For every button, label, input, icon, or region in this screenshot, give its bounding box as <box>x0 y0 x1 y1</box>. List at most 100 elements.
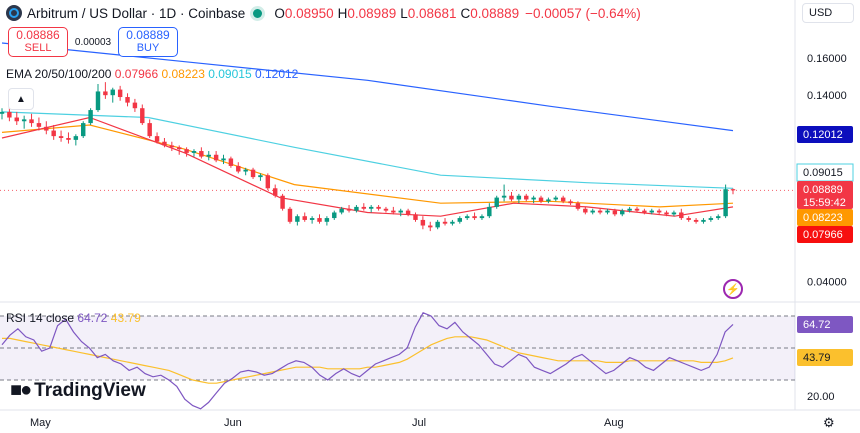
candle-body <box>472 216 477 219</box>
candle <box>140 104 145 125</box>
candle-body <box>184 149 189 153</box>
ema50-line <box>1 124 734 208</box>
gear-icon[interactable]: ⚙ <box>823 415 835 430</box>
rsi-ma-value-tag: 43.79 <box>797 349 853 366</box>
ema100-value: 0.09015 <box>208 67 252 81</box>
candle <box>213 151 219 163</box>
candle-body <box>147 123 152 137</box>
candle-body <box>701 219 706 222</box>
candle <box>295 214 300 226</box>
candle <box>199 147 204 159</box>
candle <box>642 208 647 215</box>
candle <box>664 210 669 217</box>
candle-body <box>479 216 485 219</box>
ema-layer <box>1 42 734 217</box>
candle <box>176 145 182 155</box>
ema20-line <box>1 116 734 217</box>
ema100-price-tag: 0.09015 <box>797 164 853 181</box>
price-tick-label: 0.16000 <box>807 53 847 65</box>
candle-body <box>265 175 271 189</box>
candle-body <box>723 189 728 217</box>
ema50-price-tag-text: 0.08223 <box>803 212 843 224</box>
rsi-ma-line <box>2 336 734 384</box>
candle-body <box>213 154 219 161</box>
candle-body <box>538 197 544 202</box>
ema200-value: 0.12012 <box>254 67 299 81</box>
candle-body <box>324 218 330 222</box>
candle-body <box>642 210 647 213</box>
buy-button[interactable]: 0.08889 BUY <box>118 27 178 57</box>
candle <box>0 108 5 120</box>
candle <box>44 121 49 135</box>
market-status-icon <box>253 8 263 18</box>
candle <box>258 173 263 181</box>
candle-body <box>716 216 721 219</box>
candle-body <box>568 201 573 204</box>
last-price-tag-bg <box>797 181 853 209</box>
tradingview-logo: ■● TradingView <box>10 379 146 402</box>
candle <box>730 188 736 195</box>
sell-button[interactable]: 0.08886 SELL <box>8 27 68 57</box>
candle-body <box>464 216 470 219</box>
ema50-price-tag: 0.08223 <box>797 209 853 226</box>
price-tick-label: 0.04000 <box>807 276 847 288</box>
rsi-layer: 20.00 <box>0 312 835 410</box>
candle-body <box>509 195 514 200</box>
candle <box>368 205 374 213</box>
candle <box>546 197 551 204</box>
ema200-price-tag: 0.12012 <box>797 126 853 143</box>
candle-body <box>494 197 499 207</box>
ema-legend[interactable]: EMA 20/50/100/200 0.07966 0.08223 0.0901… <box>6 67 298 81</box>
sell-price: 0.08886 <box>16 28 60 42</box>
candle <box>716 214 721 220</box>
candle-body <box>420 219 426 226</box>
candle-body <box>612 210 618 215</box>
candle-body <box>413 214 418 220</box>
close-label: C <box>460 5 471 21</box>
candle <box>95 84 101 112</box>
candle-body <box>95 91 101 111</box>
candle <box>620 208 625 217</box>
candle-body <box>125 97 130 103</box>
candle-body <box>169 145 175 148</box>
candle <box>14 111 19 125</box>
candle <box>708 216 714 222</box>
rsi-legend-label: RSI 14 close <box>6 311 75 325</box>
candle-body <box>191 151 197 153</box>
candle-body <box>346 208 352 211</box>
candle <box>405 208 411 217</box>
trade-panel: 0.08886 SELL 0.00003 0.08889 BUY <box>8 27 178 57</box>
low-value: 0.08681 <box>407 5 457 21</box>
candle <box>110 87 115 103</box>
candle-body <box>649 210 654 213</box>
candle-body <box>531 197 536 200</box>
candle <box>457 216 463 224</box>
candle-body <box>553 197 559 200</box>
collapse-legend-button[interactable]: ▲ <box>8 88 34 110</box>
candle <box>487 203 492 219</box>
candle <box>723 184 728 219</box>
candle <box>383 206 389 213</box>
lightning-icon[interactable]: ⚡ <box>723 279 743 299</box>
symbol-title[interactable]: Arbitrum / US Dollar · 1D · Coinbase <box>27 5 246 21</box>
candle <box>66 132 71 144</box>
ema200-price-tag-bg <box>797 126 853 143</box>
candle-body <box>686 218 691 220</box>
candle <box>656 208 662 215</box>
candle <box>354 205 359 213</box>
candle <box>531 195 536 204</box>
candle-body <box>0 111 5 114</box>
candle-body <box>110 89 115 96</box>
symbol-header: Arbitrum / US Dollar · 1D · Coinbase O 0.… <box>6 4 641 22</box>
ema200-price-tag-text: 0.12012 <box>803 129 843 141</box>
candle-body <box>243 169 248 172</box>
candle <box>58 130 64 142</box>
candle <box>509 192 514 202</box>
candle-body <box>36 123 42 127</box>
candle-body <box>287 208 293 222</box>
rsi-legend[interactable]: RSI 14 close 64.72 43.79 <box>6 311 141 325</box>
currency-select[interactable]: USD <box>802 3 854 23</box>
candle-body <box>435 221 440 228</box>
candle-body <box>693 219 699 222</box>
